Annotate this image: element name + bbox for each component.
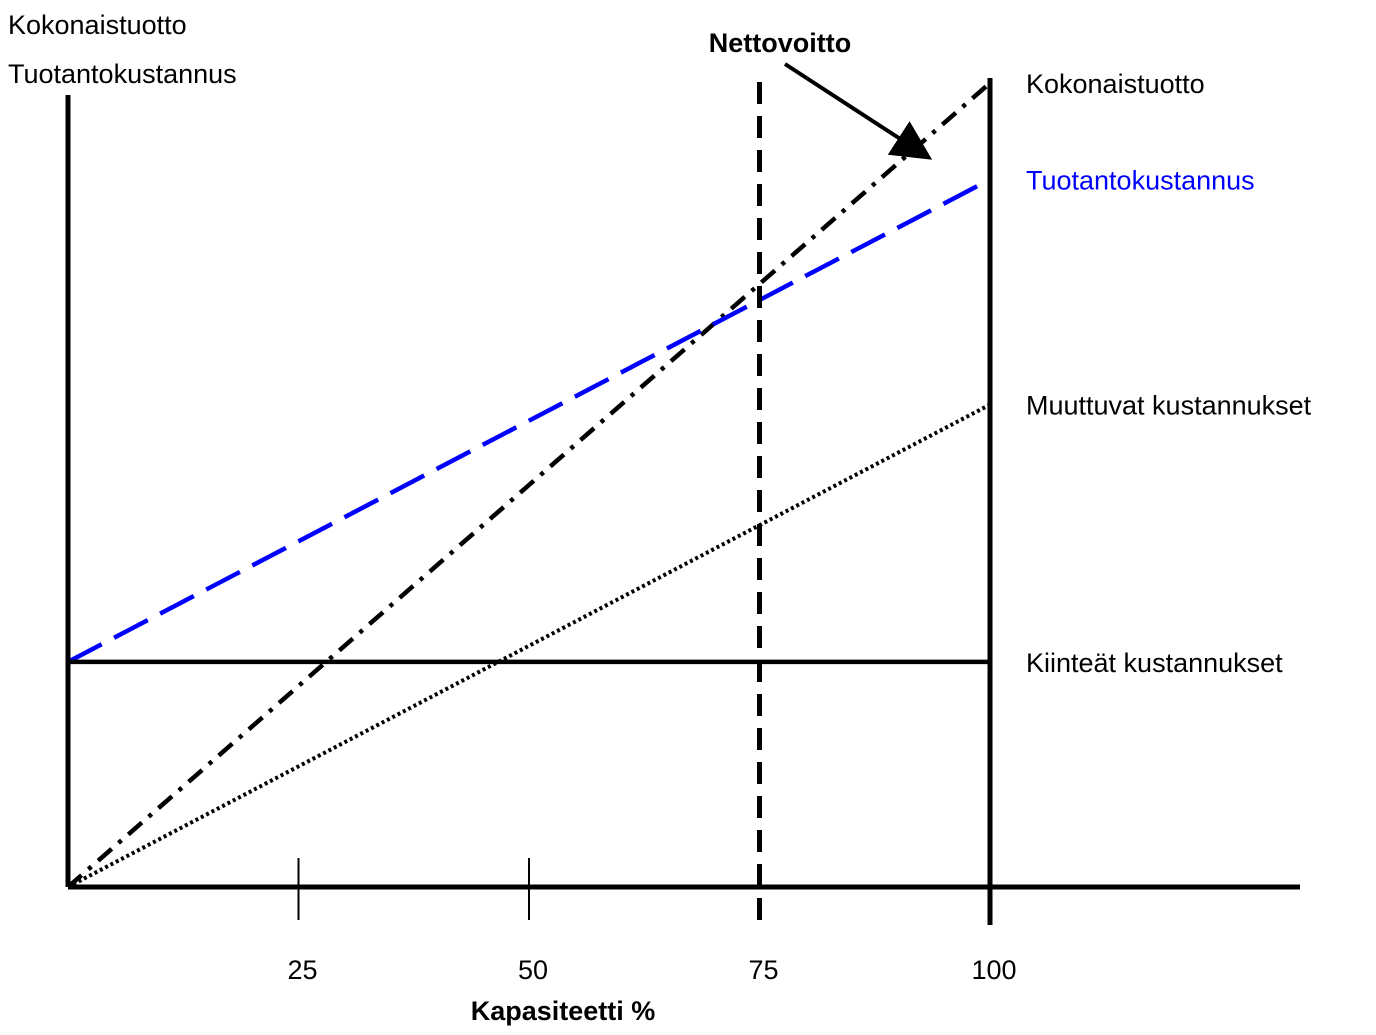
- x-tick-label-75: 75: [748, 955, 778, 985]
- x-tick-label-25: 25: [287, 955, 317, 985]
- x-tick-label-100: 100: [971, 955, 1016, 985]
- series-labels-layer: Kokonaistuotto Tuotantokustannus Muuttuvat…: [1026, 69, 1312, 678]
- series-label-kokonaistuotto: Kokonaistuotto: [1026, 69, 1205, 99]
- series-label-kiinteat-kustannukset: Kiinteät kustannukset: [1026, 648, 1283, 678]
- series-label-tuotantokustannus: Tuotantokustannus: [1026, 165, 1255, 195]
- y-axis-label-line-1: Kokonaistuotto: [8, 10, 187, 40]
- series-line-tuotantokustannus: [66, 177, 992, 664]
- series-layer: [66, 81, 992, 889]
- series-label-muuttuvat-kustannukset: Muuttuvat kustannukset: [1026, 391, 1312, 421]
- y-axis-label-line-2: Tuotantokustannus: [8, 59, 237, 89]
- x-tick-label-50: 50: [518, 955, 548, 985]
- x-axis-label: Kapasiteetti %: [471, 996, 656, 1026]
- series-line-kokonaistuotto: [66, 81, 992, 889]
- axes-layer: 25 50 75 100: [65, 78, 1300, 985]
- series-line-muuttuvat-kustannukset: [67, 402, 991, 889]
- annotation-arrow: [783, 62, 933, 160]
- annotation-nettovoitto: Nettovoitto: [709, 28, 851, 58]
